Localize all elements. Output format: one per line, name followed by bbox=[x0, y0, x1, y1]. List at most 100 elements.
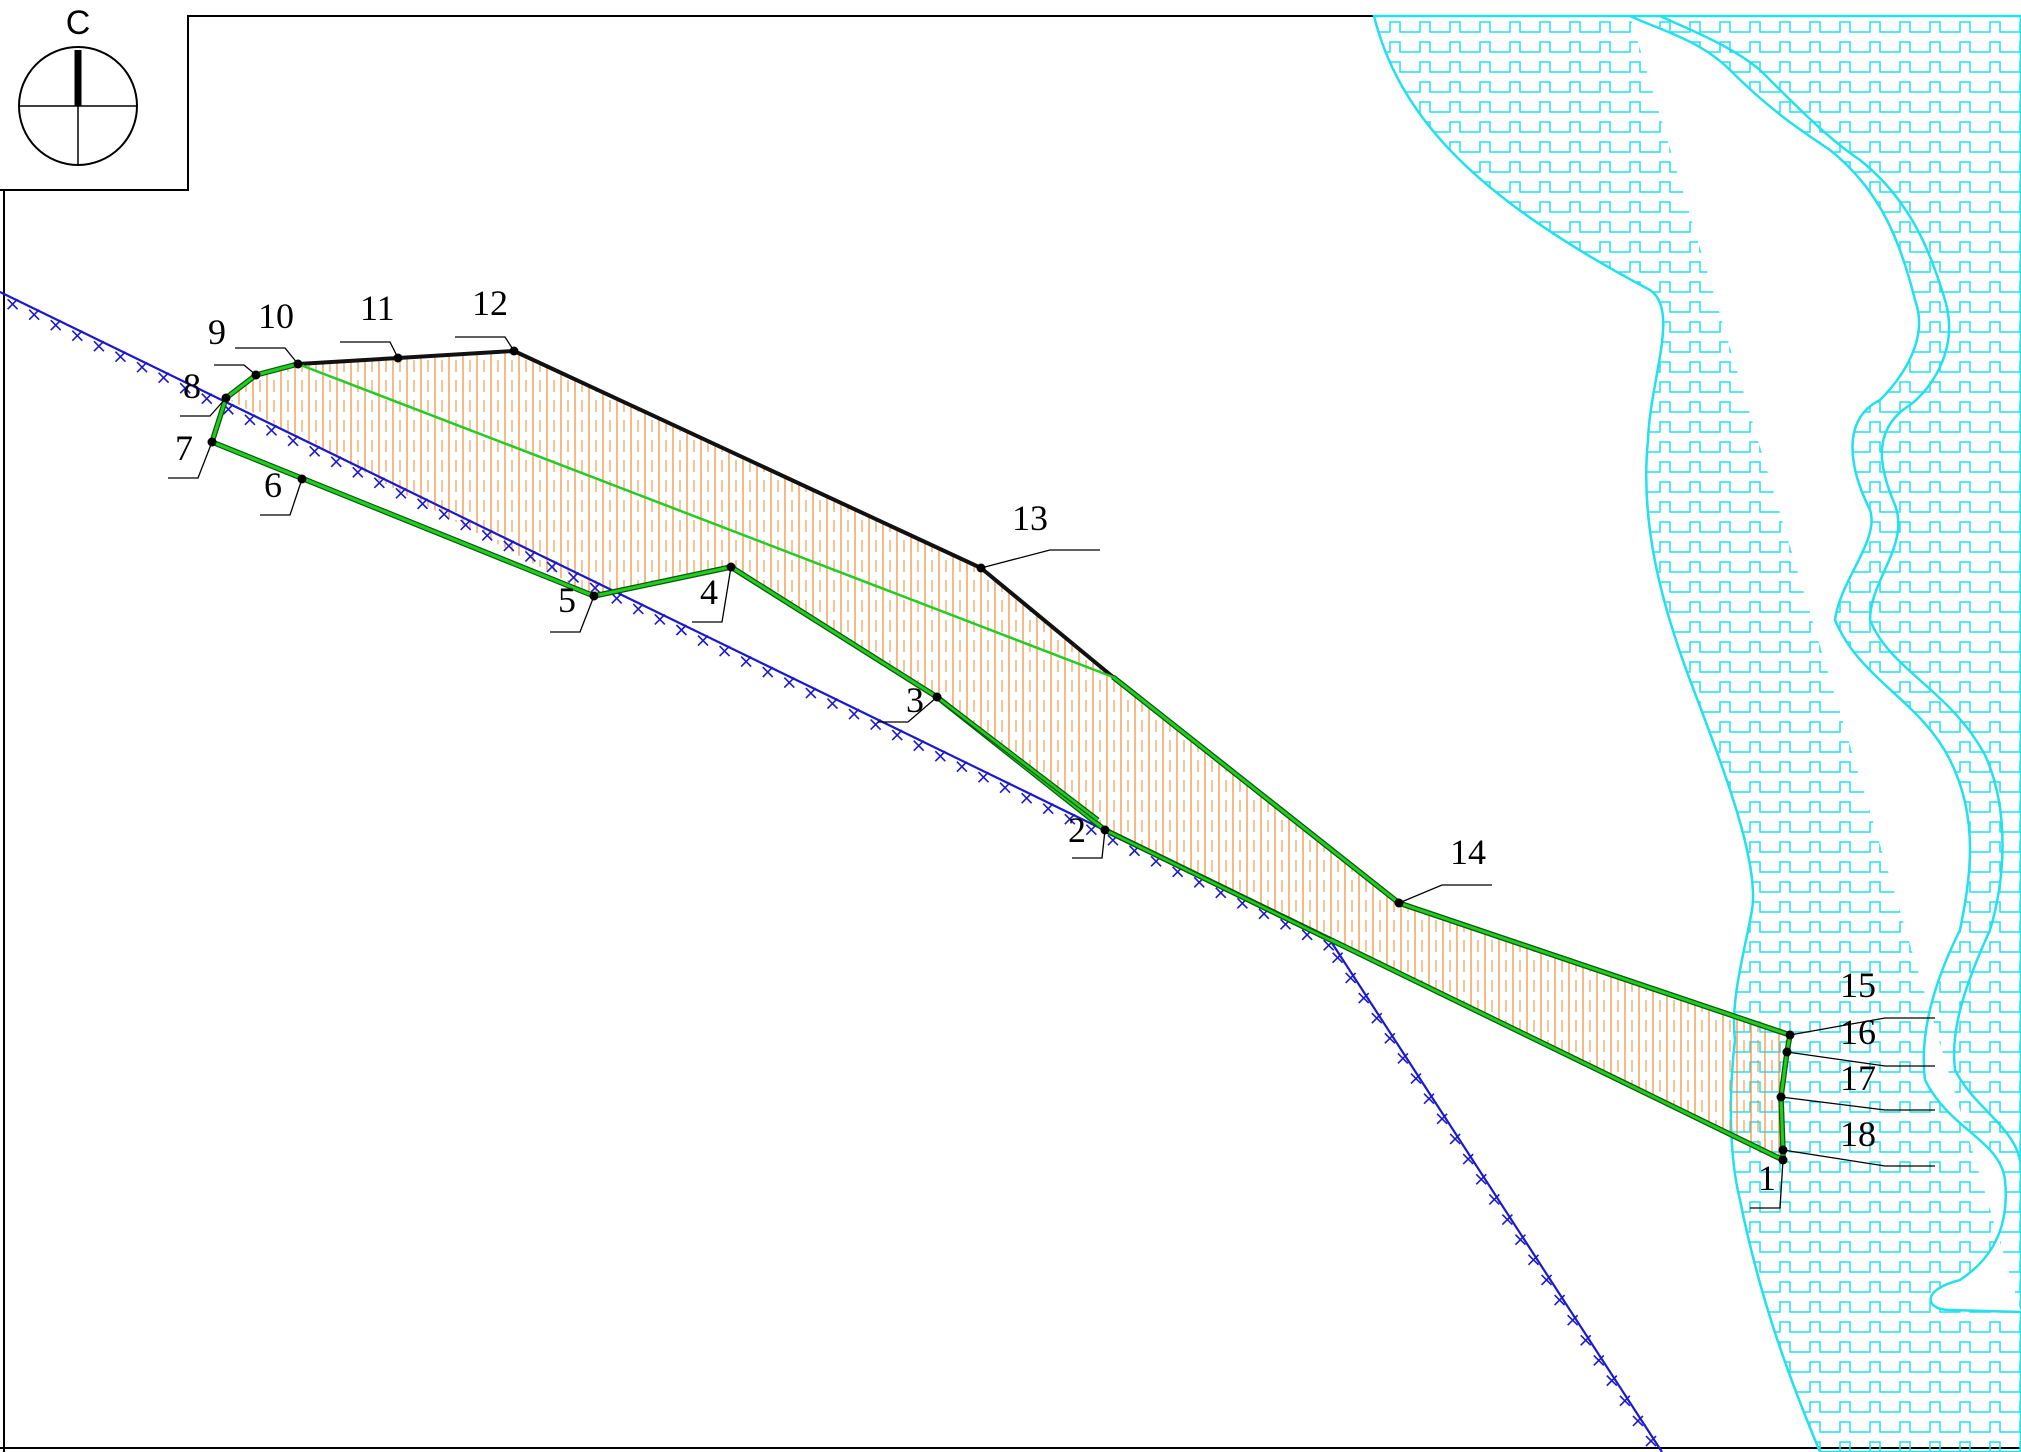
point-marker-1 bbox=[1778, 1155, 1788, 1165]
fence-x-mark bbox=[1527, 1254, 1540, 1266]
fence-x-mark bbox=[1358, 992, 1370, 1004]
fence-x-mark bbox=[1475, 1173, 1487, 1185]
point-marker-5 bbox=[589, 591, 599, 601]
fence-x-mark bbox=[546, 561, 558, 573]
fence-x-mark bbox=[309, 445, 321, 457]
fence-x-mark bbox=[956, 761, 968, 773]
fence-x-mark bbox=[114, 351, 127, 363]
fence-x-mark bbox=[1021, 792, 1033, 804]
fence-x-mark bbox=[1410, 1073, 1422, 1085]
point-label-13: 13 bbox=[1012, 498, 1048, 538]
fence-x-mark bbox=[826, 698, 839, 710]
fence-x-mark bbox=[913, 740, 925, 752]
leader-line-4 bbox=[692, 566, 732, 623]
fence-lines bbox=[0, 291, 1663, 1452]
point-label-4: 4 bbox=[700, 572, 718, 612]
fence-x-mark bbox=[136, 361, 148, 373]
point-marker-2 bbox=[1100, 825, 1110, 835]
point-label-14: 14 bbox=[1450, 832, 1486, 872]
fence-x-mark bbox=[50, 319, 62, 331]
fence-x-mark bbox=[1449, 1133, 1461, 1145]
point-label-15: 15 bbox=[1840, 965, 1876, 1005]
boundary-diagonal bbox=[297, 362, 1114, 679]
fence-x-mark bbox=[1371, 1012, 1383, 1024]
fence-x-mark bbox=[438, 508, 450, 520]
point-marker-18 bbox=[1778, 1145, 1788, 1155]
leader-line-12 bbox=[455, 336, 515, 352]
fence-x-mark bbox=[589, 582, 601, 594]
fence-x-mark bbox=[1619, 1395, 1631, 1407]
point-marker-12 bbox=[509, 346, 519, 356]
leader-line-7 bbox=[168, 441, 213, 479]
fence-x-mark bbox=[460, 519, 472, 531]
fence-x-mark bbox=[977, 771, 990, 783]
fence-x-mark bbox=[503, 540, 515, 552]
leader-line-1 bbox=[1750, 1159, 1784, 1209]
fence-x-mark bbox=[179, 382, 191, 394]
fence-x-mark bbox=[7, 298, 19, 310]
fence-x-mark bbox=[934, 750, 946, 762]
point-marker-6 bbox=[297, 474, 307, 484]
point-label-1: 1 bbox=[1758, 1158, 1776, 1198]
fence-x-mark bbox=[1332, 952, 1344, 964]
point-label-7: 7 bbox=[175, 428, 193, 468]
point-marker-11 bbox=[393, 353, 403, 363]
fence-x-mark bbox=[1606, 1375, 1618, 1387]
fence-x-mark bbox=[373, 477, 385, 489]
fence-x-mark bbox=[1085, 824, 1097, 836]
fence-x-mark bbox=[1501, 1213, 1513, 1226]
map-frame bbox=[0, 15, 2021, 1452]
fence-x-mark bbox=[524, 550, 536, 562]
point-marker-3 bbox=[932, 692, 942, 702]
fence-x-mark bbox=[891, 729, 903, 741]
leader-line-6 bbox=[260, 478, 303, 516]
point-label-10: 10 bbox=[258, 296, 294, 336]
point-label-8: 8 bbox=[183, 366, 201, 406]
fence-x-mark bbox=[1384, 1032, 1396, 1044]
water-body bbox=[1372, 14, 2021, 1452]
fence-x-mark bbox=[1554, 1294, 1566, 1306]
fence-x-mark bbox=[201, 393, 213, 405]
point-marker-13 bbox=[976, 563, 986, 573]
fence-x-mark bbox=[1397, 1052, 1409, 1064]
leader-line-5 bbox=[550, 595, 595, 633]
fence-x-mark bbox=[1645, 1435, 1657, 1447]
point-label-12: 12 bbox=[472, 283, 508, 323]
leader-line-3 bbox=[878, 696, 938, 723]
fence-x-mark bbox=[1436, 1113, 1448, 1125]
fence-x-mark bbox=[697, 634, 709, 647]
leader-line-16 bbox=[1786, 1051, 1935, 1067]
fence-x-mark bbox=[265, 424, 278, 436]
fence-x-mark bbox=[71, 330, 83, 342]
fence-x-mark bbox=[244, 414, 256, 426]
point-label-18: 18 bbox=[1840, 1114, 1876, 1154]
fence-x-mark bbox=[654, 613, 666, 626]
fence-x-mark bbox=[1488, 1193, 1500, 1205]
fence-x-mark bbox=[1540, 1274, 1553, 1286]
fence-x-mark bbox=[1580, 1334, 1592, 1346]
fence-x-mark bbox=[287, 435, 299, 447]
fence-x-mark bbox=[352, 466, 364, 478]
fence-x-mark bbox=[805, 687, 817, 699]
fence-x-mark bbox=[93, 340, 105, 352]
boundary-south-inner bbox=[1104, 828, 1331, 942]
point-marker-9 bbox=[251, 370, 261, 380]
leader-line-2 bbox=[1072, 829, 1106, 859]
fence-x-mark bbox=[158, 372, 170, 384]
boundary-south-edge bbox=[211, 440, 595, 598]
fence-x-mark bbox=[1345, 972, 1357, 984]
leader-line-15 bbox=[1789, 1017, 1935, 1036]
point-marker-15 bbox=[1785, 1030, 1795, 1040]
fence-x-mark bbox=[762, 666, 774, 678]
point-label-3: 3 bbox=[906, 680, 924, 720]
point-marker-8 bbox=[221, 393, 231, 403]
fence-x-mark bbox=[1514, 1234, 1526, 1246]
fence-x-mark bbox=[848, 708, 860, 720]
fence-x-mark bbox=[28, 309, 40, 321]
fence-x-mark bbox=[330, 456, 342, 468]
fence-x-mark bbox=[870, 719, 882, 731]
fence-x-mark bbox=[999, 782, 1011, 794]
leader-line-18 bbox=[1782, 1149, 1935, 1167]
